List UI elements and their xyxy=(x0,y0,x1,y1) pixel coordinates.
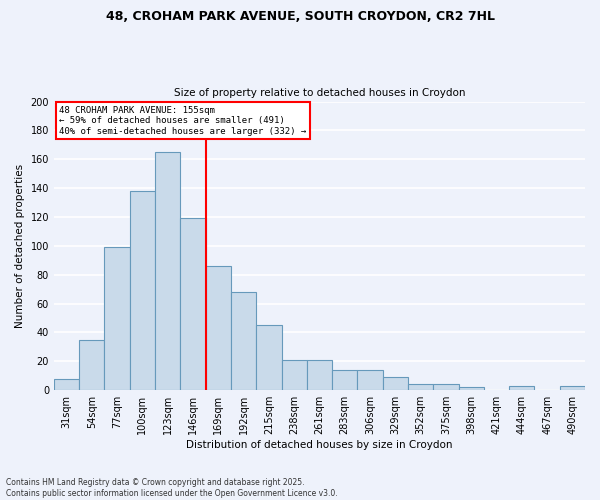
Bar xyxy=(332,370,358,390)
Bar xyxy=(206,266,231,390)
Text: 48 CROHAM PARK AVENUE: 155sqm
← 59% of detached houses are smaller (491)
40% of : 48 CROHAM PARK AVENUE: 155sqm ← 59% of d… xyxy=(59,106,307,136)
Bar xyxy=(104,248,130,390)
Bar xyxy=(54,378,79,390)
Bar xyxy=(130,191,155,390)
Text: 48, CROHAM PARK AVENUE, SOUTH CROYDON, CR2 7HL: 48, CROHAM PARK AVENUE, SOUTH CROYDON, C… xyxy=(106,10,494,23)
Bar xyxy=(181,218,206,390)
X-axis label: Distribution of detached houses by size in Croydon: Distribution of detached houses by size … xyxy=(186,440,453,450)
Title: Size of property relative to detached houses in Croydon: Size of property relative to detached ho… xyxy=(174,88,465,98)
Y-axis label: Number of detached properties: Number of detached properties xyxy=(15,164,25,328)
Bar xyxy=(256,326,281,390)
Text: Contains HM Land Registry data © Crown copyright and database right 2025.
Contai: Contains HM Land Registry data © Crown c… xyxy=(6,478,338,498)
Bar xyxy=(383,377,408,390)
Bar xyxy=(509,386,535,390)
Bar xyxy=(79,340,104,390)
Bar xyxy=(231,292,256,390)
Bar xyxy=(408,384,433,390)
Bar xyxy=(155,152,181,390)
Bar xyxy=(560,386,585,390)
Bar xyxy=(358,370,383,390)
Bar xyxy=(433,384,458,390)
Bar xyxy=(458,388,484,390)
Bar xyxy=(307,360,332,390)
Bar xyxy=(281,360,307,390)
